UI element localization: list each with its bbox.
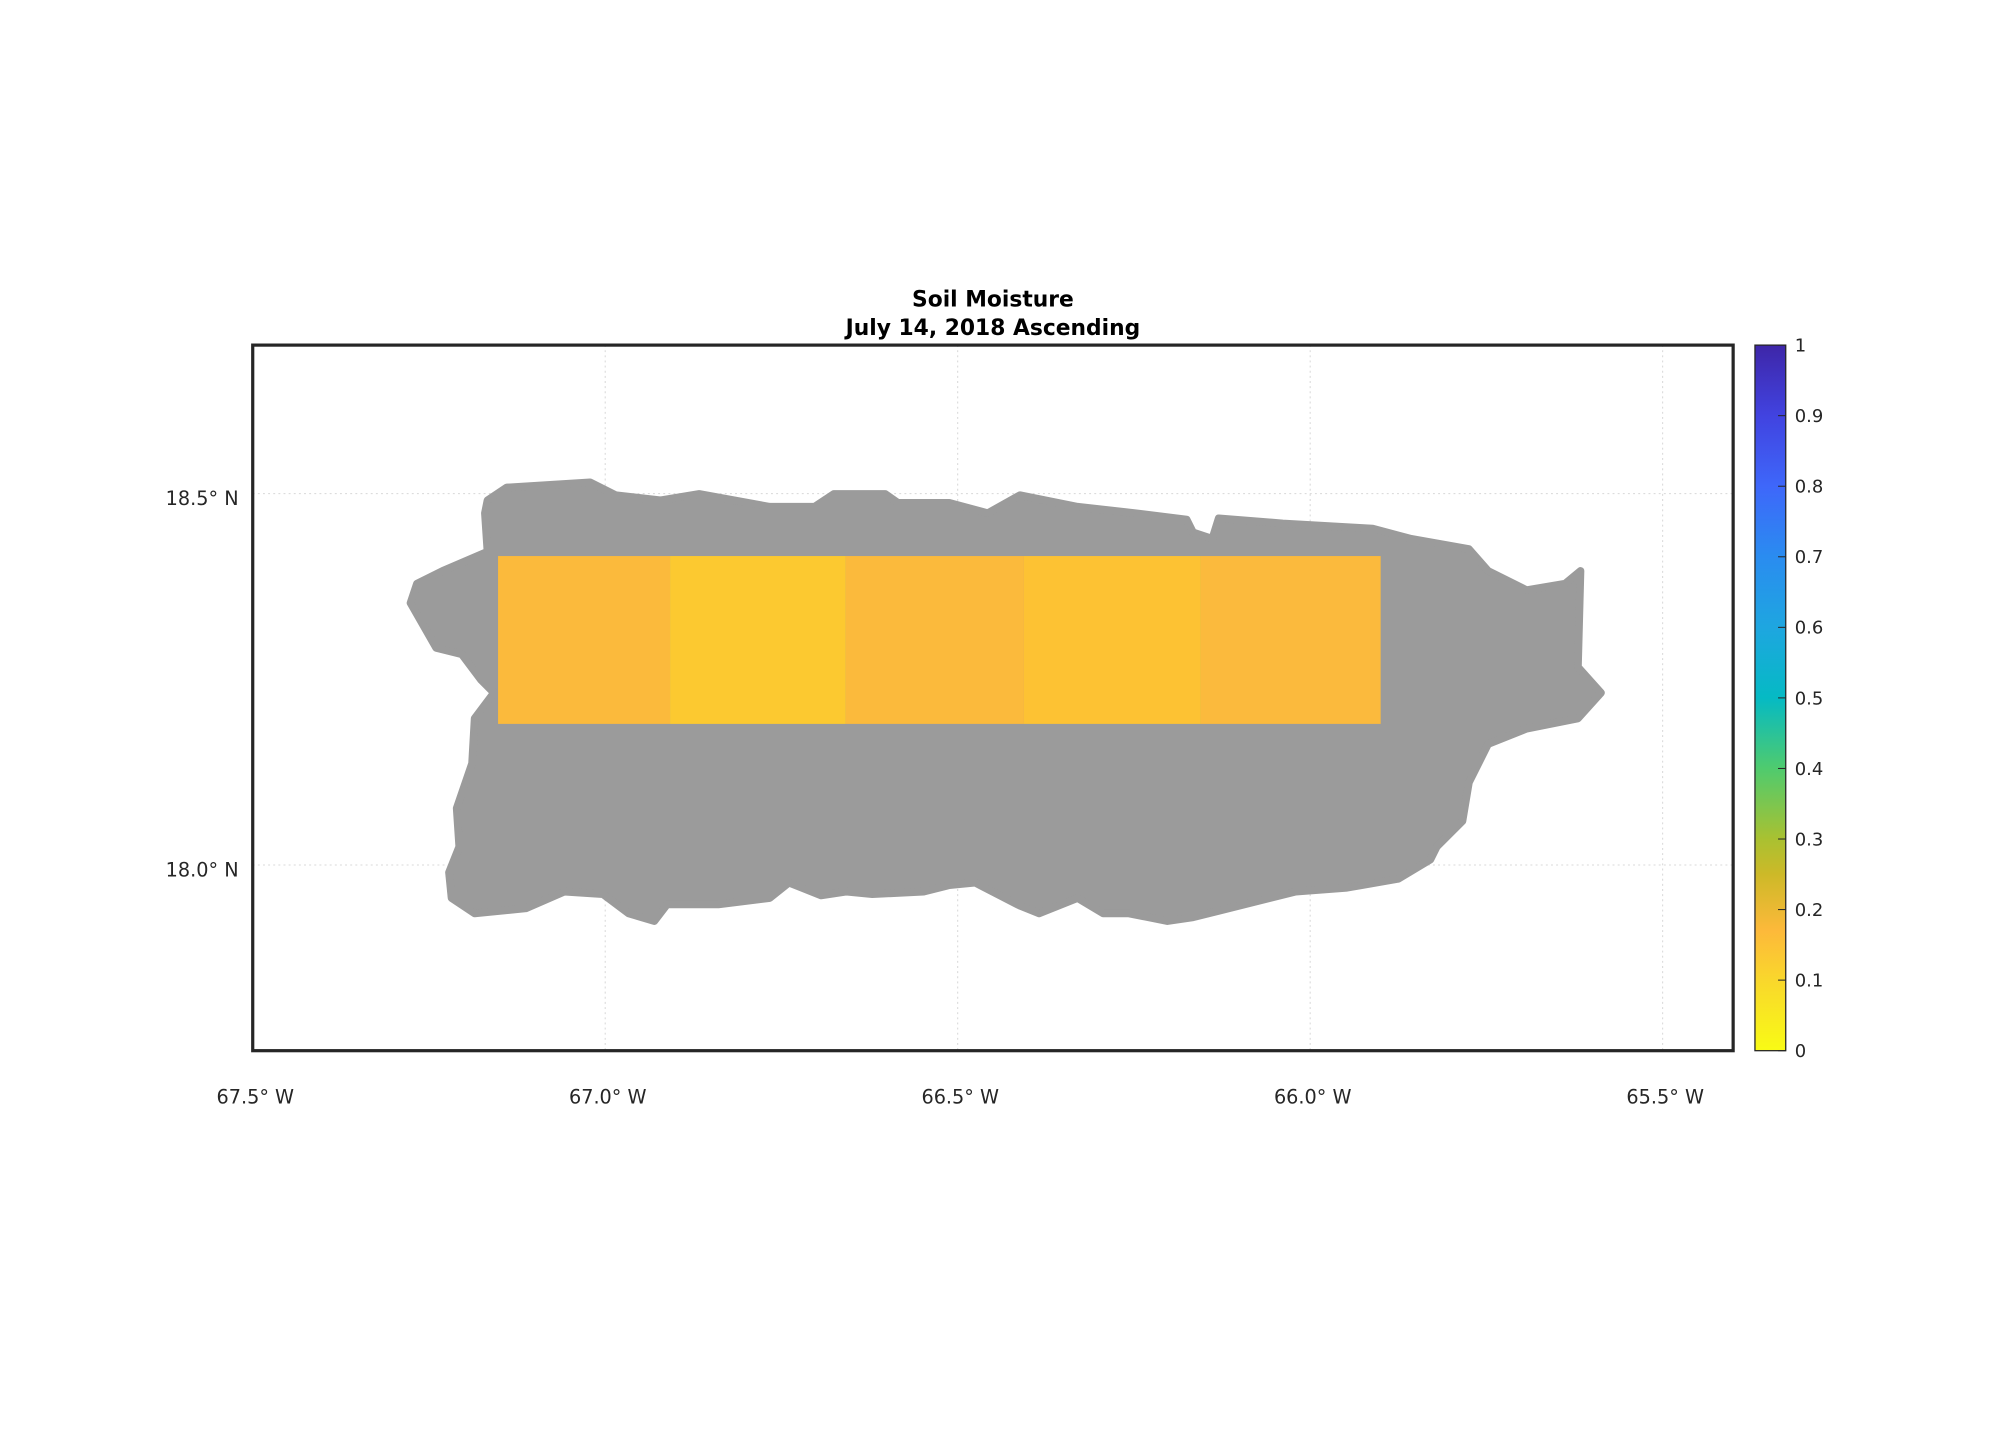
colorbar-tick-label: 0.5 (1795, 688, 1824, 709)
x-tick-label: 66.5° W (921, 1085, 999, 1108)
colorbar-tick-label: 0.9 (1795, 406, 1824, 427)
colorbar-tick-label: 0.6 (1795, 618, 1824, 639)
soil-moisture-cell (845, 556, 1024, 724)
colorbar-tick-label: 1 (1795, 336, 1806, 357)
y-tick-label: 18.5° N (166, 487, 239, 510)
colorbar-tick-label: 0.3 (1795, 829, 1824, 850)
y-tick-labels: 18.5° N 18.0° N (166, 487, 239, 881)
x-tick-labels: 67.5° W 67.0° W 66.5° W 66.0° W 65.5° W (217, 1085, 1705, 1108)
soil-moisture-cells (498, 556, 1381, 724)
colorbar-ticks: 0 0.1 0.2 0.3 0.4 0.5 0.6 0.7 0.8 0.9 1 (1778, 336, 1824, 1062)
colorbar-tick-label: 0.1 (1795, 971, 1824, 992)
chart-title: Soil Moisture (912, 288, 1074, 313)
colorbar-tick-label: 0.2 (1795, 900, 1824, 921)
soil-moisture-cell (1023, 556, 1201, 724)
colorbar-tick-label: 0 (1795, 1041, 1806, 1062)
colorbar-tick-label: 0.7 (1795, 547, 1824, 568)
y-tick-label: 18.0° N (166, 859, 239, 882)
x-tick-label: 67.0° W (569, 1085, 647, 1108)
colorbar-tick-label: 0.4 (1795, 759, 1824, 780)
x-tick-label: 65.5° W (1626, 1085, 1704, 1108)
x-tick-label: 67.5° W (217, 1085, 295, 1108)
soil-moisture-cell (498, 556, 671, 724)
colorbar-tick-label: 0.8 (1795, 477, 1824, 498)
x-tick-label: 66.0° W (1274, 1085, 1352, 1108)
chart-subtitle: July 14, 2018 Ascending (844, 316, 1141, 341)
soil-moisture-cell (670, 556, 846, 724)
plot-frame (251, 343, 1735, 1053)
soil-moisture-cell (1200, 556, 1381, 724)
